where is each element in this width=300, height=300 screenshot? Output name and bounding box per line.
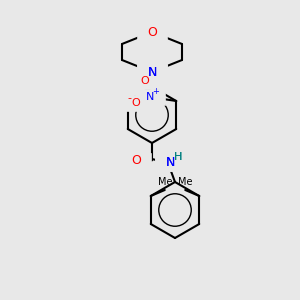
Text: O: O — [131, 154, 141, 167]
Text: H: H — [174, 152, 182, 162]
Text: N: N — [165, 157, 175, 169]
Text: -: - — [127, 93, 131, 103]
Text: +: + — [152, 86, 159, 95]
Text: O: O — [141, 76, 150, 86]
Text: N: N — [147, 65, 157, 79]
Text: N: N — [147, 65, 157, 79]
Text: N: N — [146, 92, 154, 102]
Text: N: N — [165, 157, 175, 169]
Text: O: O — [147, 26, 157, 38]
Text: Me: Me — [178, 177, 193, 187]
Text: H: H — [174, 152, 182, 162]
Text: Me: Me — [158, 177, 172, 187]
Text: O: O — [132, 98, 141, 108]
